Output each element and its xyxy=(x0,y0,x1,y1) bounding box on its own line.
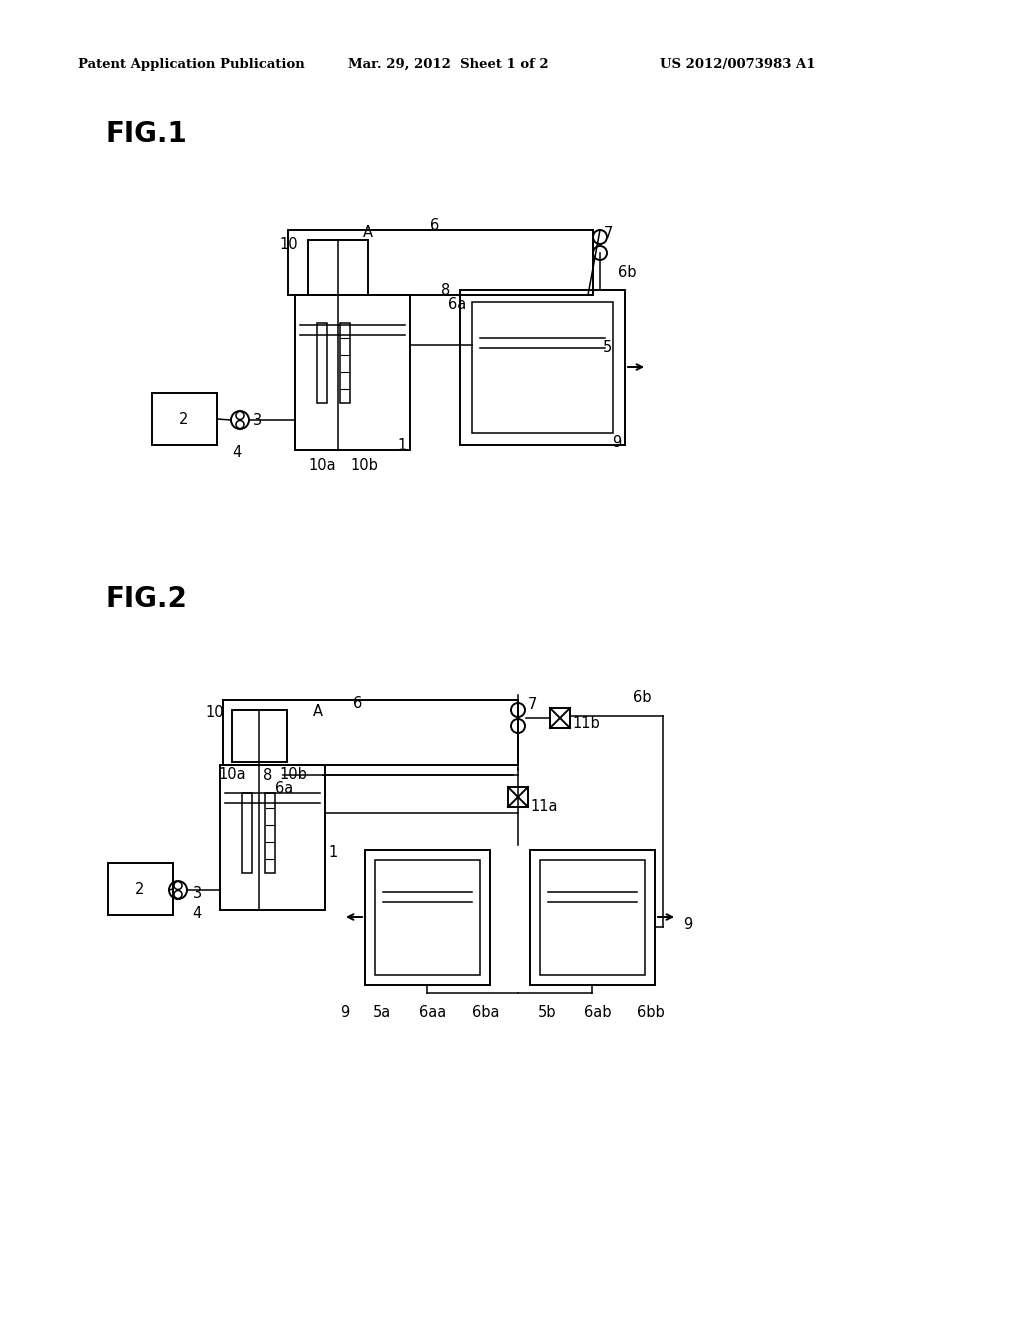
Bar xyxy=(508,787,528,807)
Text: 7: 7 xyxy=(604,226,613,242)
Text: 6aa: 6aa xyxy=(419,1005,446,1020)
Bar xyxy=(375,861,480,975)
Text: 6b: 6b xyxy=(618,265,637,280)
Text: 2: 2 xyxy=(135,882,144,896)
Text: 6b: 6b xyxy=(633,690,651,705)
Bar xyxy=(460,290,625,445)
Text: 2: 2 xyxy=(179,412,188,426)
Text: 3: 3 xyxy=(193,886,202,902)
Text: 6a: 6a xyxy=(449,297,466,312)
Text: A: A xyxy=(362,224,373,240)
Bar xyxy=(540,861,645,975)
Bar xyxy=(308,240,368,294)
Text: 10a: 10a xyxy=(218,767,246,781)
Text: 10: 10 xyxy=(279,238,298,252)
Text: 6bb: 6bb xyxy=(637,1005,665,1020)
Bar xyxy=(317,323,327,403)
Text: 6ba: 6ba xyxy=(472,1005,500,1020)
Text: US 2012/0073983 A1: US 2012/0073983 A1 xyxy=(660,58,815,71)
Text: 11b: 11b xyxy=(572,715,600,731)
Bar xyxy=(152,393,217,445)
Bar xyxy=(340,323,350,403)
Text: 10a: 10a xyxy=(308,458,336,473)
Text: 7: 7 xyxy=(528,697,538,711)
Text: 4: 4 xyxy=(232,445,242,459)
Text: 5: 5 xyxy=(603,341,612,355)
Text: A: A xyxy=(313,704,323,719)
Text: 8: 8 xyxy=(441,282,451,298)
Bar xyxy=(472,302,613,433)
Text: 1: 1 xyxy=(328,845,337,861)
Bar xyxy=(265,793,275,873)
Text: 5b: 5b xyxy=(538,1005,556,1020)
Bar xyxy=(232,710,287,762)
Bar xyxy=(530,850,655,985)
Text: 6a: 6a xyxy=(275,781,293,796)
Bar xyxy=(220,766,325,909)
Text: 4: 4 xyxy=(193,906,202,921)
Bar xyxy=(550,708,570,729)
Text: 10b: 10b xyxy=(350,458,378,473)
Text: 6: 6 xyxy=(353,696,362,711)
Text: 9: 9 xyxy=(612,436,622,450)
Text: 8: 8 xyxy=(263,768,272,783)
Text: Patent Application Publication: Patent Application Publication xyxy=(78,58,305,71)
Bar xyxy=(288,230,593,294)
Text: 10b: 10b xyxy=(279,767,307,781)
Text: 3: 3 xyxy=(253,413,262,428)
Text: 6: 6 xyxy=(430,218,439,234)
Text: 5a: 5a xyxy=(373,1005,391,1020)
Text: 9: 9 xyxy=(683,917,692,932)
Bar xyxy=(223,700,518,766)
Text: 1: 1 xyxy=(397,438,407,453)
Bar xyxy=(108,863,173,915)
Text: 6ab: 6ab xyxy=(584,1005,611,1020)
Text: FIG.1: FIG.1 xyxy=(105,120,186,148)
Bar xyxy=(365,850,490,985)
Text: 9: 9 xyxy=(340,1005,349,1020)
Text: FIG.2: FIG.2 xyxy=(105,585,186,612)
Bar xyxy=(242,793,252,873)
Text: 10: 10 xyxy=(205,705,223,719)
Text: Mar. 29, 2012  Sheet 1 of 2: Mar. 29, 2012 Sheet 1 of 2 xyxy=(348,58,549,71)
Text: 11a: 11a xyxy=(530,799,557,814)
Bar xyxy=(295,294,410,450)
